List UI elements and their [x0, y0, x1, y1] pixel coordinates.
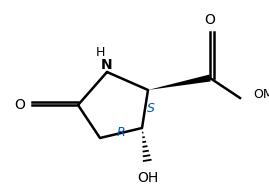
Text: N: N: [101, 58, 113, 72]
Text: OH: OH: [137, 171, 159, 185]
Text: H: H: [95, 45, 105, 58]
Polygon shape: [148, 74, 211, 90]
Text: OMe: OMe: [253, 89, 269, 102]
Text: R: R: [117, 126, 125, 138]
Text: S: S: [147, 102, 155, 114]
Text: O: O: [15, 98, 26, 112]
Text: O: O: [204, 13, 215, 27]
